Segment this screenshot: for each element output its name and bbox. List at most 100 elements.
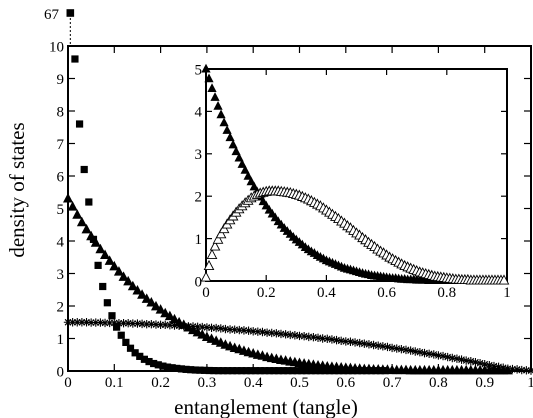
main-series-0-point xyxy=(316,367,324,375)
main-series-2-point xyxy=(249,327,258,336)
inset-series-1-point xyxy=(209,240,221,251)
main-series-2-point xyxy=(123,319,133,328)
main-series-2-point xyxy=(387,343,397,353)
main-series-2-point xyxy=(448,353,457,363)
main-x-tick-label: 0.8 xyxy=(429,375,448,391)
main-series-2-point xyxy=(68,318,77,327)
main-x-tick-label: 0.7 xyxy=(383,375,402,391)
main-series-0-point xyxy=(182,365,190,373)
inset-x-tick-label: 0.8 xyxy=(437,285,456,301)
main-series-2-point xyxy=(151,320,161,329)
inset-series-1-point xyxy=(498,274,510,285)
inset-axes: 0 0.2 0.4 0.6 0.8 1 0 1 2 3 4 5 xyxy=(195,62,511,301)
main-series-2-point xyxy=(392,344,401,353)
inset-series-0-point xyxy=(204,73,214,83)
main-x-tick-label: 0.4 xyxy=(244,375,263,391)
main-series-0-point xyxy=(85,198,93,206)
main-series-2-point xyxy=(170,321,179,330)
main-series-0-point xyxy=(103,299,111,307)
main-series-2-point xyxy=(202,323,212,332)
main-series-2-point xyxy=(133,319,142,328)
main-series-0-point xyxy=(196,366,204,374)
main-series-1-point xyxy=(100,249,111,260)
inset-series-0-point xyxy=(228,139,238,149)
main-series-2-point xyxy=(137,319,147,329)
main-series-0-point xyxy=(279,367,287,375)
main-series-2-point xyxy=(452,354,462,363)
main-series-2-point xyxy=(485,360,494,370)
main-series-2-point xyxy=(526,366,533,375)
main-series-1-point xyxy=(90,237,101,247)
main-y-tick-label: 1 xyxy=(57,332,65,348)
main-series-2-point xyxy=(336,336,346,345)
main-series-2-point xyxy=(508,364,517,374)
main-series-2-point xyxy=(420,348,429,358)
main-series-2-point xyxy=(304,332,313,342)
outlier-value-label: 67 xyxy=(44,7,60,23)
inset-x-tick-label: 0.2 xyxy=(257,285,276,301)
main-series-2-point xyxy=(378,342,388,351)
main-series-1-point xyxy=(76,216,87,227)
main-series-1-point xyxy=(109,260,120,271)
inset-y-tick-label: 5 xyxy=(195,62,203,78)
inset-y-tick-label: 1 xyxy=(195,232,203,248)
main-series-2-point xyxy=(323,334,332,344)
main-series-1-point xyxy=(67,201,78,211)
main-series-1-point xyxy=(104,255,115,265)
main-series-2-point xyxy=(309,333,318,342)
main-series-0-point xyxy=(163,363,172,371)
main-series-0-point xyxy=(126,344,135,352)
main-series-1-point xyxy=(164,310,175,321)
main-series-0-point xyxy=(200,366,209,374)
main-series-0-point xyxy=(150,359,158,368)
main-series-2-point xyxy=(188,322,198,331)
main-series-2-point xyxy=(230,325,239,334)
main-series-2-point xyxy=(374,341,383,350)
main-series-2-point xyxy=(105,318,114,328)
main-series-2-point xyxy=(207,323,216,332)
main-series-0-point xyxy=(205,366,213,375)
main-series-2-point xyxy=(216,324,225,333)
main-series-2-point xyxy=(295,331,304,341)
main-series-0-point xyxy=(75,120,84,128)
main-series-2-point xyxy=(96,318,105,327)
inset-series-0-point xyxy=(210,92,220,101)
main-series-0-point xyxy=(191,366,199,374)
main-series-0-point xyxy=(154,361,162,369)
main-series-1-point xyxy=(123,275,134,286)
main-series-2-point xyxy=(86,318,96,327)
main-x-tick-label: 0.2 xyxy=(151,375,170,391)
main-series-1-point xyxy=(127,280,138,291)
main-series-2-point xyxy=(383,342,392,352)
main-series-0-point xyxy=(108,312,116,320)
main-series-2-point xyxy=(221,324,230,334)
main-y-tick-label: 8 xyxy=(57,104,65,120)
main-series-0-point xyxy=(238,367,246,375)
inset-y-tick-label: 4 xyxy=(195,105,203,121)
main-series-0-point xyxy=(242,367,250,375)
main-series-2-point xyxy=(276,329,286,339)
main-series-0-point xyxy=(293,367,301,375)
main-series-2-point xyxy=(341,337,350,346)
main-series-1-point xyxy=(118,271,129,281)
main-series-2-point xyxy=(494,362,503,371)
main-series-0-point xyxy=(177,365,186,373)
main-series-0-point xyxy=(298,367,306,375)
main-series-2-point xyxy=(142,320,151,329)
main-series-2-point xyxy=(114,319,124,328)
main-series-0-point xyxy=(312,367,320,375)
main-series-1-point xyxy=(95,243,106,254)
main-y-tick-label: 4 xyxy=(57,234,65,250)
main-series-2-point xyxy=(225,325,235,334)
main-series-1-point xyxy=(63,193,73,203)
main-series-2-point xyxy=(119,319,128,328)
main-series-0-point xyxy=(251,367,260,375)
main-series-2-point xyxy=(461,356,471,365)
main-series-2-point xyxy=(193,322,202,331)
inset-x-tick-label: 0.6 xyxy=(377,285,396,301)
main-series-0-point xyxy=(261,367,269,375)
main-series-2-point xyxy=(239,326,249,335)
main-y-tick-label: 9 xyxy=(57,72,65,88)
main-series-2-point xyxy=(466,357,476,366)
main-series-2-point xyxy=(258,327,267,337)
